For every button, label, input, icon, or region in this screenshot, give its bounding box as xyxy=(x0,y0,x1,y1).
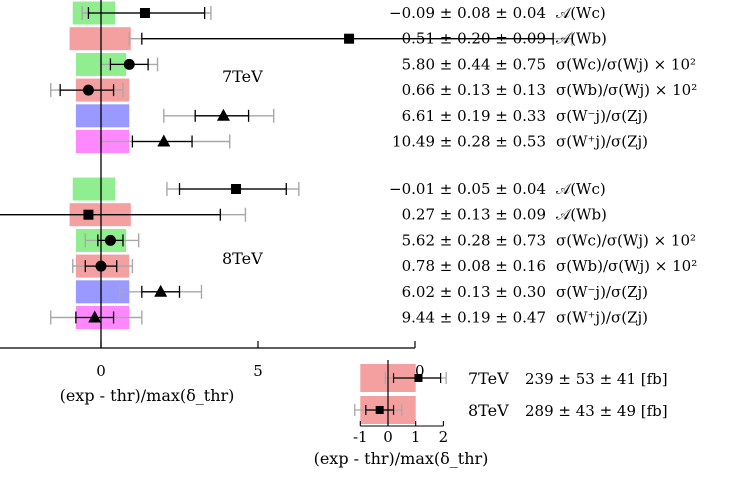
theory-band xyxy=(75,280,130,304)
data-row: 0.66 ± 0.13 ± 0.13 σ(Wb)/σ(Wj) × 10² xyxy=(50,78,697,102)
group-7TeV: −0.09 ± 0.08 ± 0.04 𝒜(Wc) 0.51 ± 0.20 ± 0.… xyxy=(50,1,697,153)
data-row: 9.44 ± 0.19 ± 0.47 σ(W⁺j)/σ(Zj) xyxy=(50,306,648,329)
data-point-triangle xyxy=(216,108,230,121)
observable-label: 𝒜(Wc) xyxy=(556,180,606,198)
measurement-value: 6.61 ± 0.19 ± 0.33 xyxy=(402,107,546,125)
observable-label: 𝒜(Wb) xyxy=(556,30,607,48)
data-point-square xyxy=(83,209,94,220)
observable-label: σ(W⁺j)/σ(Zj) xyxy=(556,133,648,151)
measurement-value: −0.09 ± 0.08 ± 0.04 xyxy=(389,4,546,22)
inset-x-tick-label: 0 xyxy=(383,428,393,446)
data-point-triangle xyxy=(157,134,171,147)
data-row: 6.02 ± 0.13 ± 0.30 σ(W⁻j)/σ(Zj) xyxy=(75,280,648,304)
data-row: −0.09 ± 0.08 ± 0.04 𝒜(Wc) xyxy=(72,1,606,25)
observable-label: σ(W⁺j)/σ(Zj) xyxy=(556,309,648,327)
observable-label: σ(Wb)/σ(Wj) × 10² xyxy=(556,257,697,275)
theory-band xyxy=(75,104,130,128)
data-point-square xyxy=(231,184,242,194)
data-point-square xyxy=(414,374,423,382)
inset-energy-label: 7TeV xyxy=(468,369,509,388)
theory-band xyxy=(72,177,116,201)
ttbar-inset-panel: 7TeV 239 ± 53 ± 41 [fb] 8TeV 289 ± 43 ± 49 … xyxy=(314,360,668,468)
measurement-value: 5.80 ± 0.44 ± 0.75 xyxy=(402,55,546,73)
inset-measurement-value: 239 ± 53 ± 41 [fb] xyxy=(525,370,668,388)
data-point-circle xyxy=(104,234,116,246)
data-point-circle xyxy=(82,84,94,96)
data-point-square xyxy=(375,406,384,414)
data-point-square xyxy=(139,8,150,18)
inset-measurement-value: 289 ± 43 ± 49 [fb] xyxy=(525,402,668,420)
observable-label: σ(W⁻j)/σ(Zj) xyxy=(556,107,648,125)
observable-label: 𝒜(Wc) xyxy=(556,4,606,22)
data-point-triangle xyxy=(88,310,102,323)
data-row: 0.27 ± 0.13 ± 0.09 𝒜(Wb) xyxy=(0,203,607,227)
x-tick-label: 0 xyxy=(96,362,106,380)
inset-x-axis-label: (exp - thr)/max(δ_thr) xyxy=(314,449,489,468)
inset-data-row: 8TeV 289 ± 43 ± 49 [fb] xyxy=(354,396,668,424)
observable-label: σ(Wb)/σ(Wj) × 10² xyxy=(556,81,697,99)
data-row: 10.49 ± 0.28 ± 0.53 σ(W⁺j)/σ(Zj) xyxy=(75,130,648,153)
x-axis-label: (exp - thr)/max(δ_thr) xyxy=(60,386,235,405)
energy-label: 8TeV xyxy=(222,249,263,268)
measurement-value: 10.49 ± 0.28 ± 0.53 xyxy=(392,133,546,151)
observable-label: 𝒜(Wb) xyxy=(556,206,607,224)
measurement-value: 0.78 ± 0.08 ± 0.16 xyxy=(402,257,546,275)
data-point-circle xyxy=(123,58,135,70)
inset-x-tick-label: 1 xyxy=(411,428,421,446)
data-row: 0.78 ± 0.08 ± 0.16 σ(Wb)/σ(Wj) × 10² xyxy=(72,254,697,278)
data-row: 5.80 ± 0.44 ± 0.75 σ(Wc)/σ(Wj) × 10² xyxy=(75,52,696,76)
data-point-triangle xyxy=(154,284,168,297)
inset-x-tick-label: -1 xyxy=(353,428,368,446)
x-tick-label: 5 xyxy=(253,362,263,380)
energy-label: 7TeV xyxy=(222,67,263,86)
data-point-square xyxy=(344,33,355,44)
data-row: 6.61 ± 0.19 ± 0.33 σ(W⁻j)/σ(Zj) xyxy=(75,104,648,128)
data-row: −0.01 ± 0.05 ± 0.04 𝒜(Wc) xyxy=(72,177,606,201)
measurement-value: 5.62 ± 0.28 ± 0.73 xyxy=(402,231,546,249)
observable-label: σ(W⁻j)/σ(Zj) xyxy=(556,283,648,301)
theory-band xyxy=(69,27,131,51)
inset-energy-label: 8TeV xyxy=(468,401,509,420)
measurement-value: 0.51 ± 0.20 ± 0.09 xyxy=(402,30,546,48)
main-panel: -50510(exp - thr)/max(δ_thr)−0.09 ± 0.08… xyxy=(0,0,697,405)
inset-x-tick-label: 2 xyxy=(439,428,449,446)
measurement-value: 6.02 ± 0.13 ± 0.30 xyxy=(402,283,546,301)
measurement-value: 0.27 ± 0.13 ± 0.09 xyxy=(402,206,546,224)
measurement-value: 0.66 ± 0.13 ± 0.13 xyxy=(402,81,546,99)
group-8TeV: −0.01 ± 0.05 ± 0.04 𝒜(Wc) 0.27 ± 0.13 ± 0.… xyxy=(0,177,697,329)
observable-label: σ(Wc)/σ(Wj) × 10² xyxy=(556,231,696,249)
data-row: 0.51 ± 0.20 ± 0.09 𝒜(Wb) xyxy=(69,27,607,51)
measurement-value: 9.44 ± 0.19 ± 0.47 xyxy=(402,309,546,327)
inset-data-row: 7TeV 239 ± 53 ± 41 [fb] xyxy=(360,364,668,392)
observable-label: σ(Wc)/σ(Wj) × 10² xyxy=(556,55,696,73)
data-row: 5.62 ± 0.28 ± 0.73 σ(Wc)/σ(Wj) × 10² xyxy=(75,228,696,252)
measurement-value: −0.01 ± 0.05 ± 0.04 xyxy=(389,180,546,198)
